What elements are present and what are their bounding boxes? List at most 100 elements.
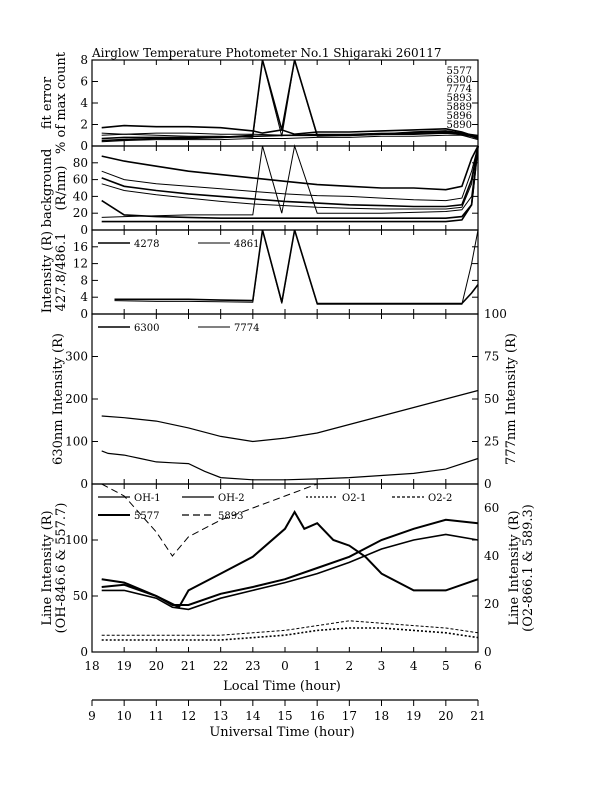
line-intensity-series-O2-1	[101, 627, 479, 641]
blue-intensity-ytick-label: 8	[80, 273, 88, 287]
local-time-tick-label: 6	[474, 659, 482, 673]
universal-time-axis-label: Universal Time (hour)	[209, 725, 354, 740]
background-ytick-label: 0	[80, 223, 88, 237]
local-time-axis-label: Local Time (hour)	[223, 679, 341, 694]
red-intensity-series-7774	[101, 389, 479, 443]
line-intensity-series-5577	[101, 509, 479, 609]
local-time-tick-label: 1	[313, 659, 321, 673]
blue-intensity-series-4861	[114, 229, 479, 305]
background-series-1	[101, 145, 479, 202]
red-intensity-ytick-label: 300	[65, 350, 88, 364]
fit-error-ylabel: fit error% of max count	[40, 51, 69, 154]
red-intensity-ytick-right-label: 100	[484, 307, 507, 321]
background-series-6	[101, 145, 479, 223]
red-intensity-ytick-right-label: 0	[484, 477, 492, 491]
line-intensity-series-O2-2	[101, 620, 479, 636]
line-intensity-frame	[91, 483, 479, 653]
fit-error-series-label: 5889	[447, 102, 472, 113]
fit-error-ytick-label: 8	[80, 53, 88, 67]
fit-error-series-label: 5890	[447, 120, 472, 131]
fit-error-ytick-label: 4	[80, 96, 88, 110]
ut-tick-label: 9	[88, 709, 96, 723]
local-time-tick-label: 22	[213, 659, 228, 673]
ut-tick-label: 11	[149, 709, 164, 723]
line-intensity-ylabel: Line Intensity (R)(OH-846.6 & 557.7)	[40, 503, 69, 634]
local-time-tick-label: 20	[149, 659, 164, 673]
red-intensity-ylabel-right: 777nm Intensity (R)	[504, 333, 519, 465]
ut-tick-label: 10	[117, 709, 132, 723]
line-intensity-ytick-right-label: 20	[484, 597, 499, 611]
line-intensity-ylabel-right: Line Intensity (R)(O2-866.1 & 589.3)	[507, 504, 536, 632]
line-intensity-ytick-label: 100	[65, 533, 88, 547]
ut-tick-label: 18	[374, 709, 389, 723]
blue-intensity-ytick-label: 0	[80, 307, 88, 321]
ut-tick-label: 19	[406, 709, 421, 723]
red-intensity-ylabel: 630nm Intensity (R)	[51, 333, 66, 465]
local-time-tick-label: 0	[281, 659, 289, 673]
blue-intensity-series-4278	[114, 229, 479, 305]
red-intensity-series-6300	[101, 450, 479, 481]
line-intensity-legend-label: OH-1	[134, 493, 161, 504]
blue-intensity-ylabel: Intensity (R)427.8/486.1	[40, 231, 69, 313]
red-intensity-ytick-right-label: 50	[484, 392, 499, 406]
background-series-0	[101, 145, 479, 191]
blue-intensity-ytick-label: 16	[73, 240, 88, 254]
line-intensity-legend-label: O2-1	[342, 493, 366, 504]
line-intensity-ytick-label: 50	[73, 589, 88, 603]
line-intensity-series-OH-2	[101, 518, 479, 606]
chart-title: Airglow Temperature Photometer No.1 Shig…	[91, 46, 442, 60]
local-time-tick-label: 2	[346, 659, 354, 673]
line-intensity-legend-label: OH-2	[218, 493, 245, 504]
red-intensity-frame	[91, 313, 479, 485]
background-ytick-label: 20	[73, 206, 88, 220]
fit-error-series-5	[101, 59, 479, 141]
background-ytick-label: 60	[73, 173, 88, 187]
fit-error-series-label: 5893	[447, 93, 472, 104]
local-time-tick-label: 23	[245, 659, 260, 673]
fit-error-series-label: 5577	[447, 66, 472, 77]
fit-error-ytick-label: 0	[80, 139, 88, 153]
red-intensity-ytick-label: 0	[80, 477, 88, 491]
line-intensity-legend-label: O2-2	[428, 493, 452, 504]
background-ytick-label: 40	[73, 189, 88, 203]
background-series-5	[101, 144, 479, 218]
ut-tick-label: 16	[310, 709, 325, 723]
background-ytick-label: 80	[73, 156, 88, 170]
ut-tick-label: 17	[342, 709, 357, 723]
line-intensity-series-OH-1	[101, 533, 479, 611]
background-series-2	[101, 145, 479, 208]
line-intensity-ytick-right-label: 40	[484, 549, 499, 563]
fit-error-series-label: 5896	[447, 111, 472, 122]
line-intensity-legend-label: 5893	[218, 511, 243, 522]
ut-tick-label: 20	[438, 709, 453, 723]
background-series-3	[101, 145, 479, 210]
red-intensity-legend-label: 6300	[134, 323, 159, 334]
line-intensity-ytick-label: 0	[80, 645, 88, 659]
red-intensity-legend-label: 7774	[234, 323, 259, 334]
background-ylabel: background(R/nm)	[40, 149, 69, 228]
red-intensity-ytick-right-label: 75	[484, 350, 499, 364]
red-intensity-ytick-label: 200	[65, 392, 88, 406]
blue-intensity-ytick-label: 12	[73, 257, 88, 271]
blue-intensity-legend-label: 4278	[134, 239, 159, 250]
ut-tick-label: 14	[245, 709, 261, 723]
local-time-tick-label: 18	[84, 659, 99, 673]
ut-tick-label: 13	[213, 709, 228, 723]
local-time-tick-label: 5	[442, 659, 450, 673]
line-intensity-series-5893	[101, 483, 478, 557]
ut-tick-label: 15	[277, 709, 292, 723]
fit-error-ytick-label: 2	[80, 118, 88, 132]
red-intensity-ytick-right-label: 25	[484, 435, 499, 449]
blue-intensity-legend-label: 4861	[234, 239, 259, 250]
blue-intensity-ytick-label: 4	[80, 290, 88, 304]
fit-error-series-label: 7774	[447, 84, 472, 95]
line-intensity-ytick-right-label: 0	[484, 645, 492, 659]
fit-error-series-4	[101, 59, 479, 142]
fit-error-ytick-label: 6	[80, 75, 88, 89]
local-time-tick-label: 19	[117, 659, 132, 673]
fit-error-series-3	[101, 134, 479, 143]
ut-tick-label: 12	[181, 709, 196, 723]
line-intensity-ytick-right-label: 60	[484, 501, 499, 515]
red-intensity-ytick-label: 100	[65, 435, 88, 449]
